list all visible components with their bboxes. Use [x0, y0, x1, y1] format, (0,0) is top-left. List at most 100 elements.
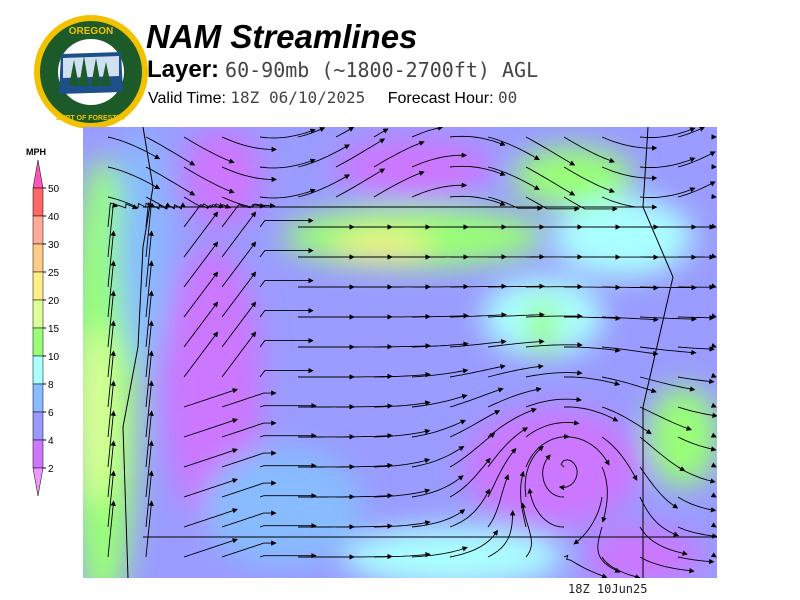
streamline: [525, 396, 582, 408]
streamline: [107, 380, 116, 438]
streamline: [677, 346, 715, 352]
streamline: [259, 463, 317, 469]
streamline: [145, 320, 154, 378]
forecast-hour-label: Forecast Hour:: [387, 90, 494, 107]
legend-label: 2: [48, 464, 54, 475]
streamline: [411, 182, 468, 198]
streamline: [221, 271, 257, 318]
legend-label: 30: [48, 240, 60, 251]
model-run-stamp: 18Z 10Jun25: [568, 582, 648, 596]
streamline: [221, 211, 257, 258]
streamline: [107, 230, 116, 288]
streamline: [107, 440, 116, 498]
streamline: [183, 418, 238, 438]
valid-time-info: Valid Time: 18Z 06/10/2025 Forecast Hour…: [148, 88, 517, 108]
streamline: [677, 526, 717, 539]
streamline: [487, 338, 545, 348]
streamline: [336, 403, 393, 409]
streamline: [259, 188, 316, 199]
streamline: [221, 331, 257, 378]
streamline: [487, 136, 540, 161]
legend-label: 8: [48, 380, 54, 391]
streamline: [601, 346, 659, 357]
streamline: [183, 508, 238, 528]
streamline: [259, 158, 316, 169]
streamline: [564, 376, 621, 386]
streamline: [449, 364, 506, 378]
streamline: [145, 260, 154, 318]
streamline: [297, 144, 350, 168]
streamline: [449, 529, 498, 558]
streamline: [449, 135, 506, 147]
streamline: [335, 168, 386, 198]
streamline: [145, 166, 196, 196]
streamline: [259, 367, 314, 378]
page-title: NAM Streamlines: [146, 18, 418, 55]
streamline: [527, 488, 565, 528]
wind-speed-legend: MPH 50 40 30 25 20 15 10 8 6 4 2: [26, 147, 60, 497]
streamline: [601, 466, 608, 523]
streamline: [374, 343, 431, 349]
legend-label: 10: [48, 352, 60, 363]
streamline: [525, 370, 583, 378]
layer-info: Layer: 60-90mb (~1800-2700ft) AGL: [147, 56, 538, 84]
streamline: [639, 316, 697, 322]
streamline: [373, 488, 431, 498]
streamline: [563, 196, 618, 212]
legend-label: 4: [48, 436, 54, 447]
streamline: [145, 500, 154, 558]
streamline: [183, 241, 219, 288]
streamline: [411, 419, 467, 438]
streamline: [259, 523, 317, 529]
streamline: [677, 127, 706, 138]
streamline: [183, 166, 235, 194]
streamline: [145, 440, 154, 498]
streamline: [221, 510, 277, 528]
streamline: [677, 181, 716, 198]
legend-swatch: [32, 215, 44, 245]
streamline: [487, 474, 510, 528]
streamline: [221, 301, 257, 348]
legend-label: 25: [48, 268, 60, 279]
streamline: [639, 127, 696, 138]
streamline: [449, 312, 507, 318]
forecast-hour-value: 00: [497, 88, 518, 107]
streamline: [602, 285, 659, 291]
streamline: [411, 546, 468, 558]
streamline: [524, 445, 544, 498]
streamline: [411, 394, 468, 408]
streamline: [183, 448, 238, 468]
streamline: [564, 315, 621, 321]
streamline: [449, 339, 507, 348]
streamline: [107, 166, 161, 190]
legend-label: 6: [48, 408, 54, 419]
streamline: [145, 380, 154, 438]
legend-over-arrow: [32, 159, 44, 189]
streamline: [259, 217, 314, 228]
streamline: [107, 410, 116, 468]
streamline: [145, 290, 154, 348]
oregon-department-of-forestry-logo: OREGON DEPT OF FORESTRY: [34, 15, 148, 129]
streamline: [107, 202, 118, 258]
streamline: [145, 202, 156, 258]
streamline: [677, 151, 716, 168]
streamline: [677, 436, 717, 452]
legend-label: 40: [48, 212, 60, 223]
streamline: [221, 166, 277, 183]
streamline: [335, 127, 355, 138]
streamline: [411, 341, 469, 348]
streamline: [639, 436, 686, 472]
streamline: [259, 307, 314, 318]
svg-text:DEPT OF FORESTRY: DEPT OF FORESTRY: [56, 115, 126, 122]
legend-swatch: [32, 271, 44, 301]
streamline: [487, 166, 540, 191]
streamline: [601, 316, 659, 323]
streamline: [601, 436, 638, 481]
streamline: [639, 466, 679, 509]
streamline: [259, 337, 314, 348]
streamline: [487, 447, 517, 498]
streamline: [487, 283, 545, 289]
streamline: [336, 523, 393, 529]
streamline: [639, 187, 696, 198]
streamline: [520, 502, 532, 558]
